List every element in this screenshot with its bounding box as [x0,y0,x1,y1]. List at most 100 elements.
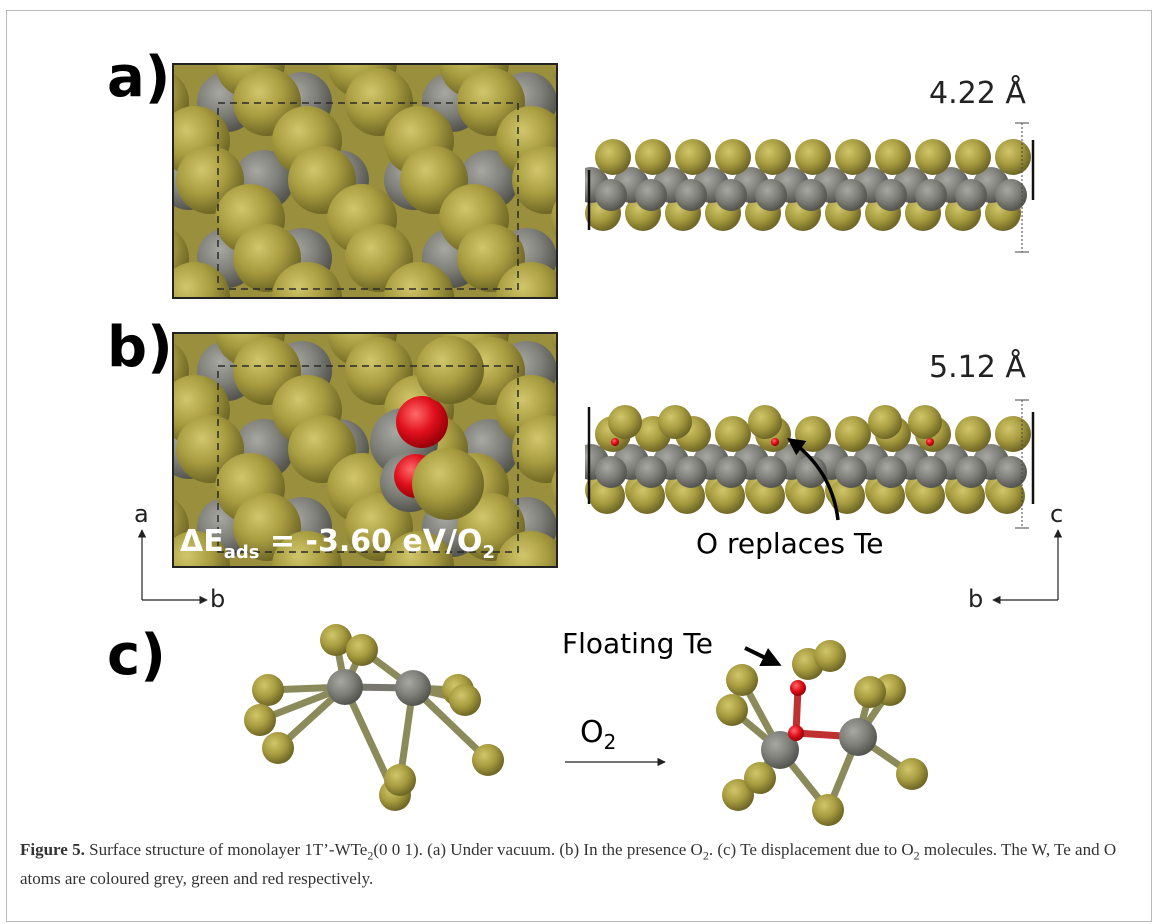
te-atom [244,704,276,736]
w-atom [995,179,1027,211]
te-atom [595,139,631,175]
w-atom [715,456,747,488]
floating-te-label: Floating Te [562,627,713,660]
te-atom [172,531,230,568]
w-atom [915,456,947,488]
w-atom [795,179,827,211]
te-atom [384,531,454,568]
te-atom [320,624,352,656]
w-atom [915,179,947,211]
panel-label-a: a) [107,45,171,110]
te-atom [896,758,928,790]
te-atom [908,405,942,439]
panel-label-c: c) [107,623,166,688]
te-atom [755,139,791,175]
caption-lead: Figure 5. [20,840,85,859]
w-atom [395,670,431,706]
oxygen-atom [771,438,779,446]
te-atom [955,139,991,175]
w-atom [635,456,667,488]
te-atom [449,684,481,716]
oxygen-atom [926,438,934,446]
te-atom [252,674,284,706]
w-atom [595,456,627,488]
axis-label-b-right: b [968,585,984,613]
te-atom [416,336,484,404]
w-atom [875,179,907,211]
te-atom [814,640,846,672]
w-atom [675,179,707,211]
panel-b-top-view [172,332,558,568]
panel-a-side-view [585,122,1035,253]
te-atom [722,779,754,811]
te-atom [472,744,504,776]
te-atom [875,139,911,175]
oxygen-atom [396,396,448,448]
w-atom [327,669,363,705]
te-atom [748,405,782,439]
te-atom [726,664,758,696]
w-atom [635,179,667,211]
oxygen-atom [788,725,804,741]
panel-b-side-view [585,399,1035,529]
axis-label-a: a [134,500,149,528]
te-atom [496,262,558,299]
te-atom [512,415,558,483]
te-atom [172,262,230,299]
panel-label-b: b) [107,315,173,380]
te-atom [835,416,871,452]
w-atom [995,456,1027,488]
te-atom [835,139,871,175]
w-atom [875,456,907,488]
te-atom [384,262,454,299]
oxygen-atom [790,680,806,696]
te-atom [635,139,671,175]
o-replaces-te-label: O replaces Te [696,527,884,560]
te-atom [675,139,711,175]
te-atom [812,794,844,826]
height-label-b: 5.12 Å [929,350,1026,385]
te-atom [658,405,692,439]
w-atom [955,179,987,211]
te-atom [262,732,294,764]
w-atom [839,718,877,756]
w-atom [675,456,707,488]
te-atom [955,416,991,452]
w-atom [715,179,747,211]
te-atom [744,762,776,794]
te-atom [346,634,378,666]
reaction-arrow-label: O2 [580,715,617,754]
te-atom [496,531,558,568]
axis-label-b-left: b [210,585,226,613]
height-label-a: 4.22 Å [929,76,1026,111]
figure-caption: Figure 5. Surface structure of monolayer… [20,840,1117,889]
te-atom [795,139,831,175]
te-atom [512,146,558,214]
te-atom [608,405,642,439]
panel-a-top-view [172,63,558,299]
te-atom [716,694,748,726]
w-atom [955,456,987,488]
te-atom [915,139,951,175]
te-atom [412,448,484,520]
te-atom [384,764,416,796]
w-atom [755,179,787,211]
w-atom [795,456,827,488]
w-atom [761,731,799,769]
w-atom [835,456,867,488]
te-atom [715,139,751,175]
w-atom [595,179,627,211]
adsorption-energy-label: ΔEads = -3.60 eV/O2 [180,524,495,563]
axis-label-c: c [1050,500,1064,528]
w-atom [835,179,867,211]
te-atom [272,531,342,568]
te-atom [272,262,342,299]
te-atom [868,405,902,439]
te-atom [715,416,751,452]
oxygen-atom [611,438,619,446]
